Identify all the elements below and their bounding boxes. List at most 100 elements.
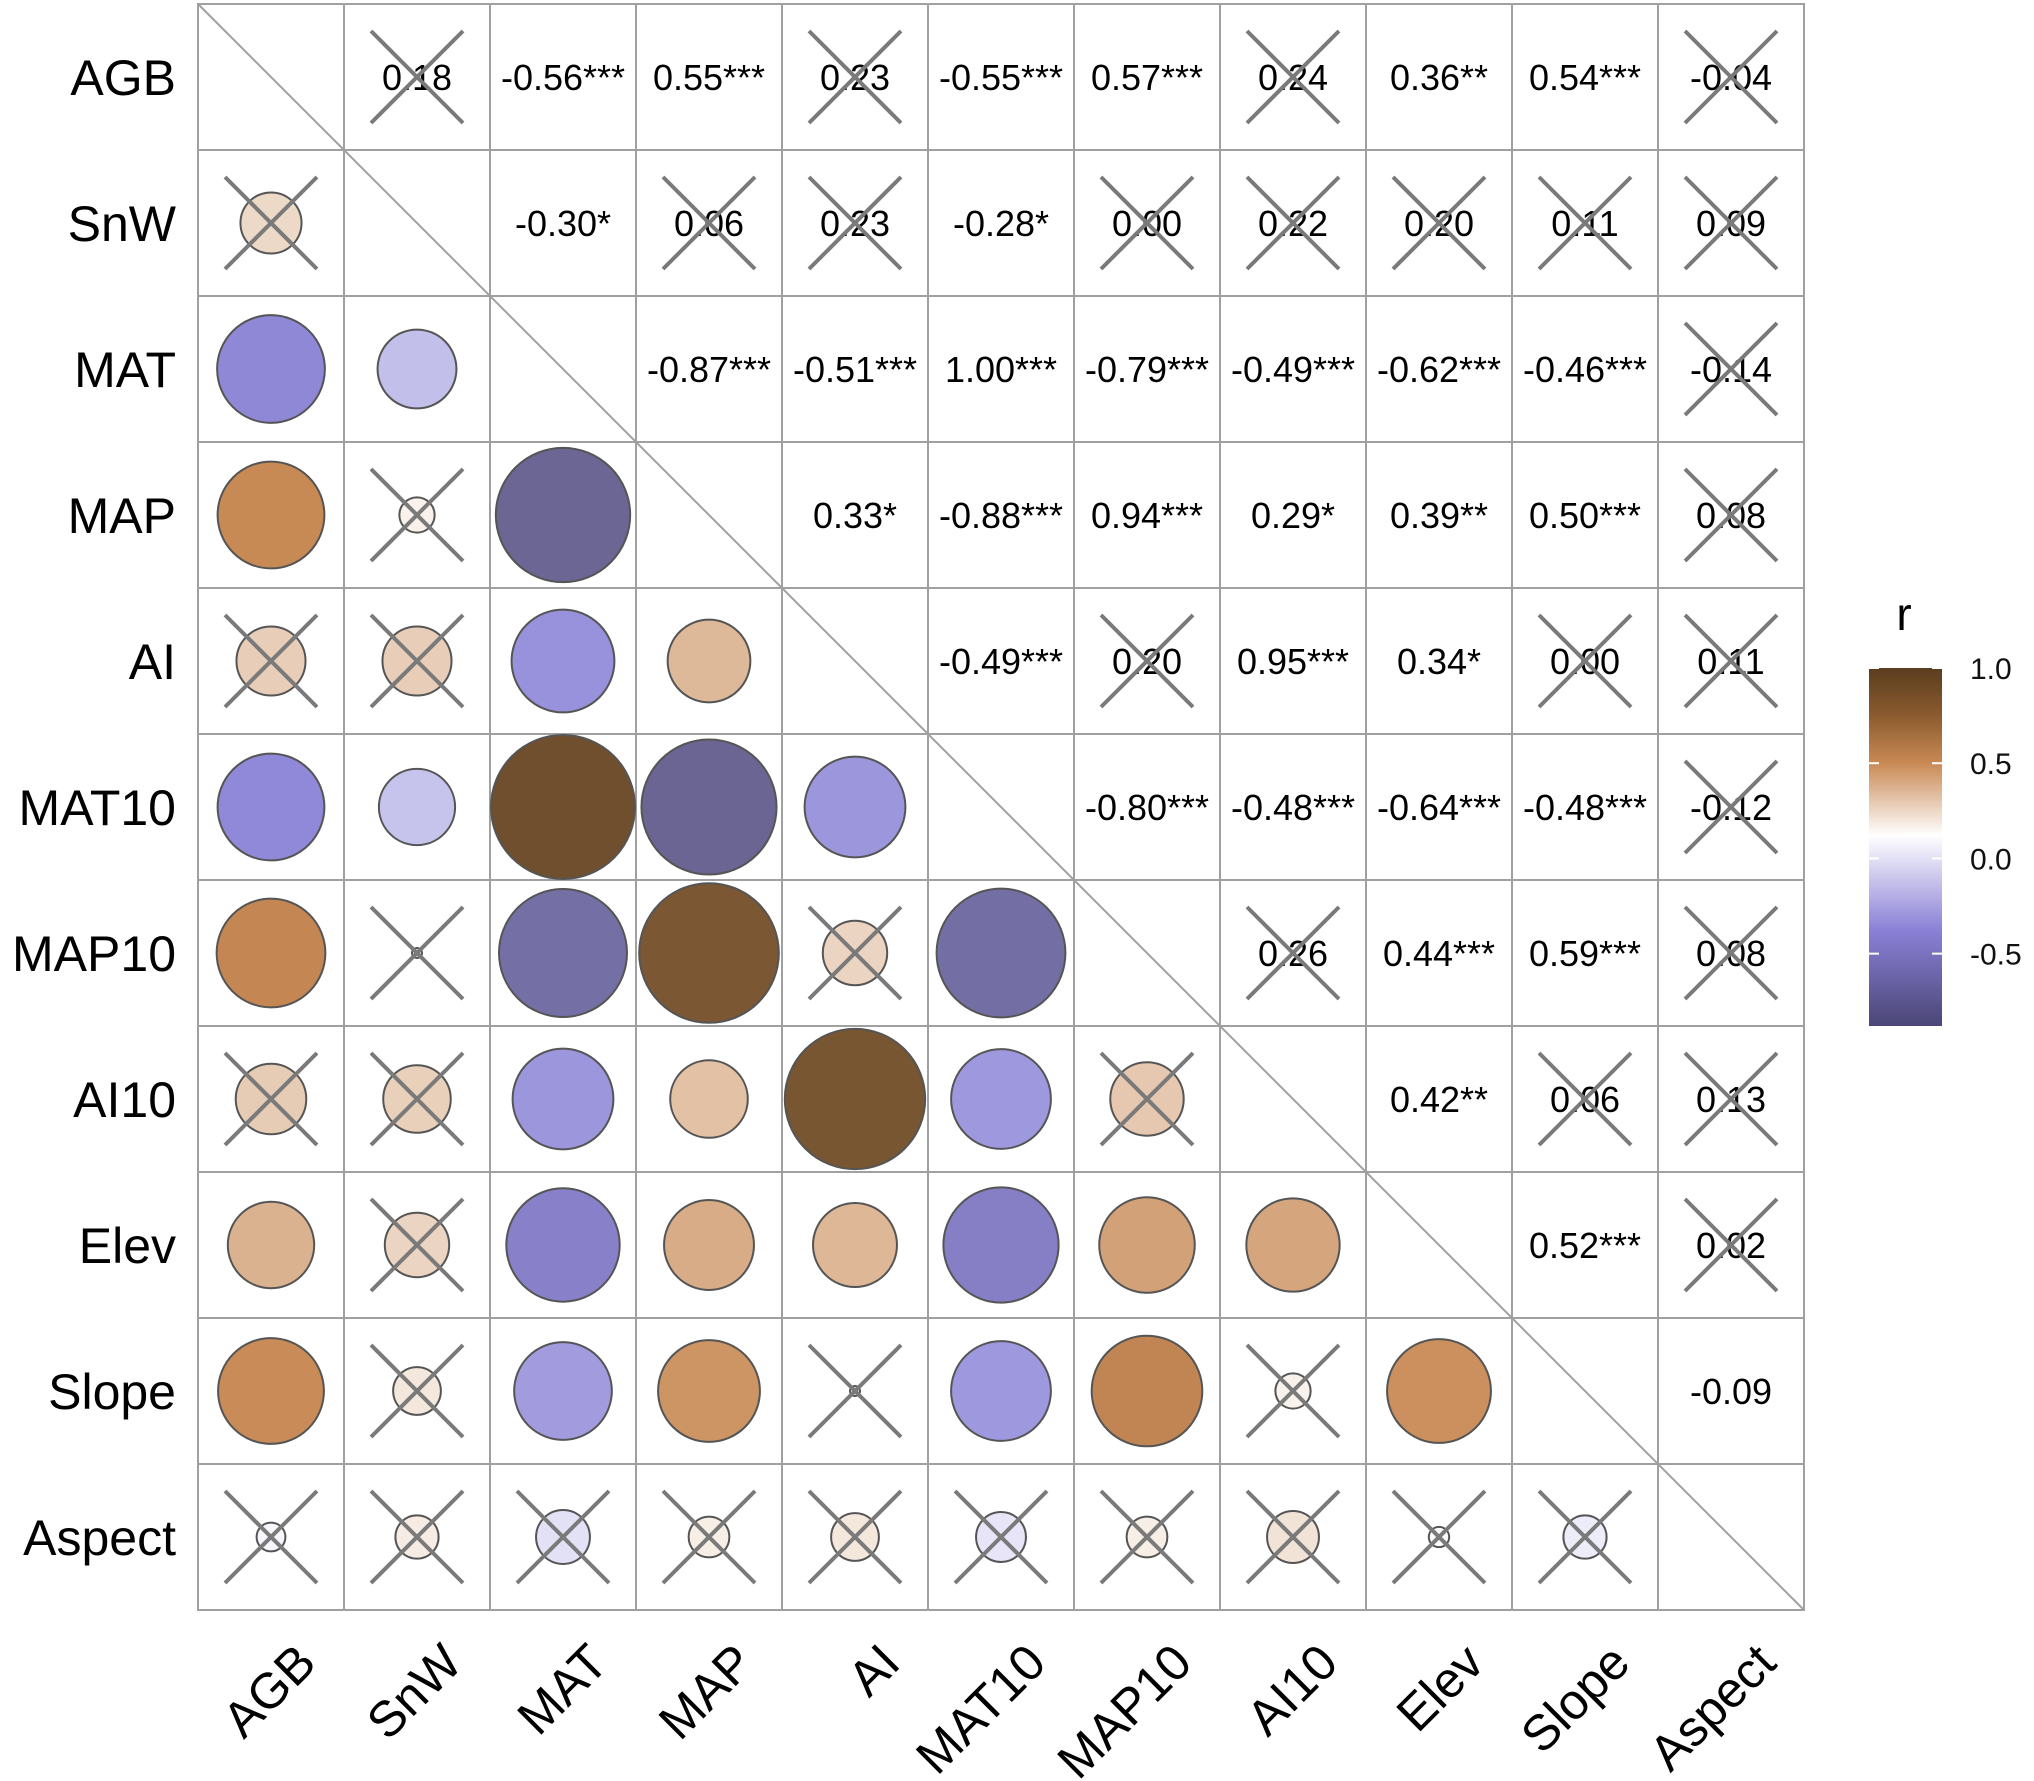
correlation-label: 0.29* xyxy=(1251,495,1335,536)
correlation-circle xyxy=(950,1340,1052,1442)
insignificant-cross xyxy=(1683,175,1779,271)
legend-tick-label: 0.0 xyxy=(1970,843,2012,876)
insignificant-cross xyxy=(661,1489,757,1585)
correlation-circle xyxy=(666,618,752,704)
column-label: MAP xyxy=(648,1634,764,1750)
correlation-label: -0.51*** xyxy=(793,349,917,390)
correlation-circle xyxy=(638,882,780,1024)
insignificant-cross xyxy=(223,1051,319,1147)
correlation-circle xyxy=(377,767,457,847)
correlation-label: -0.49*** xyxy=(1231,349,1355,390)
correlation-circle xyxy=(226,1200,316,1290)
row-label: SnW xyxy=(68,196,177,252)
insignificant-cross xyxy=(369,905,465,1001)
insignificant-cross xyxy=(223,613,319,709)
insignificant-cross xyxy=(369,1489,465,1585)
correlation-label: -0.09 xyxy=(1690,1371,1772,1412)
insignificant-cross xyxy=(1537,1489,1633,1585)
insignificant-cross xyxy=(953,1489,1049,1585)
correlation-label: -0.55*** xyxy=(939,57,1063,98)
correlation-label: -0.30* xyxy=(515,203,611,244)
insignificant-cross xyxy=(1683,905,1779,1001)
insignificant-cross xyxy=(1683,321,1779,417)
insignificant-cross xyxy=(1245,905,1341,1001)
correlation-label: 0.39** xyxy=(1390,495,1488,536)
insignificant-cross xyxy=(1683,613,1779,709)
insignificant-cross xyxy=(1537,175,1633,271)
column-label: SnW xyxy=(356,1633,473,1750)
insignificant-cross xyxy=(807,29,903,125)
column-label: MAT xyxy=(507,1634,619,1746)
insignificant-cross xyxy=(1099,1051,1195,1147)
correlation-label: -0.48*** xyxy=(1523,787,1647,828)
column-label: AI xyxy=(837,1634,910,1707)
correlation-label: 0.95*** xyxy=(1237,641,1349,682)
correlation-label: -0.56*** xyxy=(501,57,625,98)
correlation-label: -0.79*** xyxy=(1085,349,1209,390)
column-label: AGB xyxy=(212,1634,326,1748)
correlation-circle xyxy=(498,888,628,1018)
correlation-circle xyxy=(1386,1338,1492,1444)
row-label: AI xyxy=(129,634,176,690)
row-label: MAP10 xyxy=(12,926,176,982)
correlation-label: 0.33* xyxy=(813,495,897,536)
correlation-label: -0.88*** xyxy=(939,495,1063,536)
insignificant-cross xyxy=(1683,759,1779,855)
insignificant-cross xyxy=(807,905,903,1001)
correlation-circle xyxy=(511,1047,615,1151)
legend-colorbar xyxy=(1869,668,1942,1026)
insignificant-cross xyxy=(1683,1051,1779,1147)
legend-tick-label: 0.5 xyxy=(1970,748,2012,781)
insignificant-cross xyxy=(1537,1051,1633,1147)
insignificant-cross xyxy=(369,29,465,125)
diagonal-line xyxy=(197,3,1805,1611)
row-label: Elev xyxy=(79,1218,176,1274)
correlation-circle xyxy=(216,460,326,570)
correlation-label: 0.59*** xyxy=(1529,933,1641,974)
correlation-label: 0.36** xyxy=(1390,57,1488,98)
column-label: MAP10 xyxy=(1047,1634,1203,1781)
insignificant-cross xyxy=(515,1489,611,1585)
marks-layer: 0.18-0.56***0.55***0.23-0.55***0.57***0.… xyxy=(215,29,1779,1585)
row-label: MAT10 xyxy=(19,780,176,836)
insignificant-cross xyxy=(1099,613,1195,709)
insignificant-cross xyxy=(369,613,465,709)
correlation-circle xyxy=(216,752,326,862)
insignificant-cross xyxy=(1245,29,1341,125)
insignificant-cross xyxy=(369,1197,465,1293)
insignificant-cross xyxy=(1391,175,1487,271)
correlation-circle xyxy=(783,1027,927,1171)
insignificant-cross xyxy=(1245,1489,1341,1585)
correlation-label: -0.49*** xyxy=(939,641,1063,682)
row-label: Aspect xyxy=(23,1510,176,1566)
insignificant-cross xyxy=(369,1051,465,1147)
legend-tick-label: 1.0 xyxy=(1970,653,2012,686)
insignificant-cross xyxy=(807,1343,903,1439)
correlation-label: -0.64*** xyxy=(1377,787,1501,828)
column-label: AI10 xyxy=(1236,1634,1348,1746)
correlation-label: -0.80*** xyxy=(1085,787,1209,828)
correlation-label: -0.28* xyxy=(953,203,1049,244)
correlation-circle xyxy=(216,314,326,424)
correlation-circle xyxy=(1090,1334,1204,1448)
column-label: MAT10 xyxy=(905,1634,1056,1781)
correlation-circle xyxy=(1245,1197,1341,1293)
legend: r 1.0 0.5 0.0 -0.5 xyxy=(1869,588,2022,1026)
correlation-label: 0.94*** xyxy=(1091,495,1203,536)
correlation-circle xyxy=(803,755,907,859)
correlation-label: 0.52*** xyxy=(1529,1225,1641,1266)
column-label: Slope xyxy=(1510,1634,1640,1764)
correlation-label: 0.44*** xyxy=(1383,933,1495,974)
correlation-circle xyxy=(494,446,632,584)
insignificant-cross xyxy=(223,175,319,271)
correlation-circle xyxy=(376,328,458,410)
correlation-circle xyxy=(935,887,1067,1019)
insignificant-cross xyxy=(1245,1343,1341,1439)
correlation-circle xyxy=(513,1341,613,1441)
correlation-label: 0.55*** xyxy=(653,57,765,98)
insignificant-cross xyxy=(223,1489,319,1585)
correlation-label: -0.46*** xyxy=(1523,349,1647,390)
grid-cell xyxy=(1657,1463,1805,1611)
correlation-label: 0.50*** xyxy=(1529,495,1641,536)
correlation-circle xyxy=(217,1337,325,1445)
